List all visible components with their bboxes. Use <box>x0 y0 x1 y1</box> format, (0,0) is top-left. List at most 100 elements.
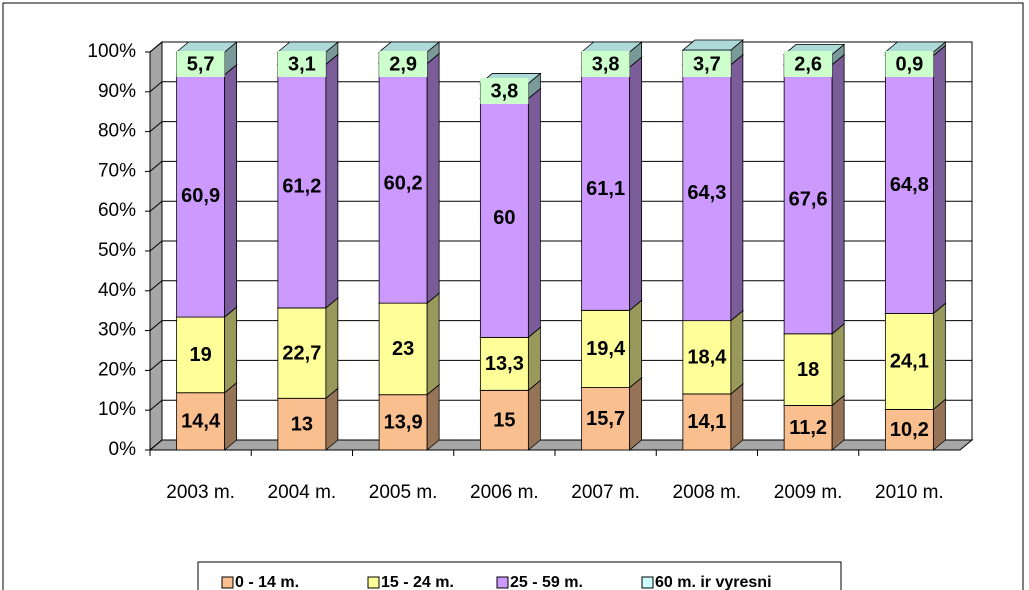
data-label: 13,3 <box>485 353 524 375</box>
data-label: 24,1 <box>890 351 929 373</box>
data-label: 67,6 <box>789 189 828 211</box>
bar-segment <box>176 74 226 318</box>
bar-segment <box>277 63 327 309</box>
label-background <box>480 78 529 105</box>
y-tick-label: 80% <box>98 121 136 142</box>
y-tick-label: 0% <box>109 439 137 460</box>
data-label: 10,2 <box>890 419 929 441</box>
y-tick-label: 100% <box>87 41 136 62</box>
legend-label: 60 m. ir vyresni <box>655 574 772 590</box>
bar-segment <box>277 397 327 451</box>
data-label: 22,7 <box>282 342 321 364</box>
bar-top <box>681 39 744 51</box>
data-label: 2,6 <box>794 53 822 75</box>
bar-side <box>426 292 440 396</box>
data-label: 14,4 <box>181 411 221 433</box>
label-background <box>581 51 630 77</box>
label-background <box>277 51 326 77</box>
bar-segment <box>884 55 934 314</box>
data-label: 15,7 <box>586 408 625 430</box>
y-tick-label: 20% <box>98 359 136 380</box>
bar-side <box>527 87 541 339</box>
data-label: 61,1 <box>586 178 625 200</box>
data-label: 11,2 <box>789 417 827 439</box>
bar-side <box>224 63 238 318</box>
data-label: 15 <box>493 409 515 431</box>
bar-side <box>730 53 744 322</box>
bar-segment <box>176 392 226 451</box>
data-label: 64,8 <box>890 174 929 196</box>
bar-side <box>426 52 440 304</box>
bar-side <box>629 56 643 312</box>
bar-side <box>831 322 845 407</box>
y-tick-label: 30% <box>98 320 136 341</box>
data-label: 5,7 <box>187 53 215 75</box>
data-label: 19 <box>190 344 212 366</box>
data-label: 60,2 <box>384 173 423 195</box>
label-background <box>682 51 731 77</box>
y-tick-label: 90% <box>98 81 136 102</box>
x-tick-label: 2004 m. <box>268 482 337 503</box>
bar-side <box>831 53 845 335</box>
bar-side <box>325 387 339 451</box>
x-tick-label: 2008 m. <box>673 482 742 503</box>
y-tick-label: 70% <box>98 160 136 181</box>
bar-side <box>325 53 339 309</box>
floor <box>148 439 974 451</box>
bar-segment <box>682 64 732 322</box>
data-label: 60,9 <box>181 185 220 207</box>
data-label: 3,7 <box>693 53 721 75</box>
legend-swatch <box>496 576 509 589</box>
bar-side <box>730 309 744 395</box>
x-tick-label: 2005 m. <box>369 482 438 503</box>
bar-segment <box>479 389 529 451</box>
bar-segment <box>884 313 934 410</box>
data-label: 2,9 <box>389 53 417 75</box>
legend-label: 0 - 14 m. <box>235 574 299 590</box>
x-tick-label: 2010 m. <box>875 482 944 503</box>
data-label: 13,9 <box>384 412 423 434</box>
legend-label: 15 - 24 m. <box>381 574 454 590</box>
data-label: 3,1 <box>288 53 316 75</box>
bar-side <box>629 299 643 389</box>
y-tick-label: 60% <box>98 200 136 221</box>
bar-side <box>426 383 440 451</box>
bar-segment <box>682 320 732 395</box>
bar-side <box>325 297 339 400</box>
bar-segment <box>277 307 327 399</box>
bar-segment <box>479 336 529 391</box>
bar-side <box>527 326 541 392</box>
label-background <box>176 51 225 77</box>
legend-swatch <box>367 576 380 589</box>
bar-side <box>932 44 946 315</box>
bar-segment <box>783 405 833 451</box>
data-label: 61,2 <box>282 175 321 197</box>
bar-side <box>527 379 541 451</box>
x-tick-label: 2003 m. <box>166 482 235 503</box>
bar-segment <box>479 98 529 338</box>
legend-swatch <box>221 576 234 589</box>
bar-side <box>629 376 643 451</box>
data-label: 64,3 <box>687 182 726 204</box>
bar-side <box>932 302 946 411</box>
data-label: 18 <box>797 359 819 381</box>
bar-segment <box>884 409 934 451</box>
legend-label: 25 - 59 m. <box>510 574 583 590</box>
data-label: 60 <box>493 207 515 229</box>
x-tick-label: 2009 m. <box>774 482 843 503</box>
bar-segment <box>581 309 631 388</box>
data-label: 13 <box>291 413 313 435</box>
bar-side <box>224 381 238 451</box>
bar-segment <box>581 66 631 311</box>
y-tick-label: 40% <box>98 280 136 301</box>
label-background <box>784 51 833 77</box>
data-label: 3,8 <box>592 53 620 75</box>
y-tick-label: 50% <box>98 240 136 261</box>
data-label: 14,1 <box>687 411 726 433</box>
bar-segment <box>783 333 833 406</box>
x-tick-label: 2006 m. <box>470 482 539 503</box>
x-tick-label: 2007 m. <box>571 482 640 503</box>
bar-segment <box>378 394 428 451</box>
bar-segment <box>378 302 428 396</box>
